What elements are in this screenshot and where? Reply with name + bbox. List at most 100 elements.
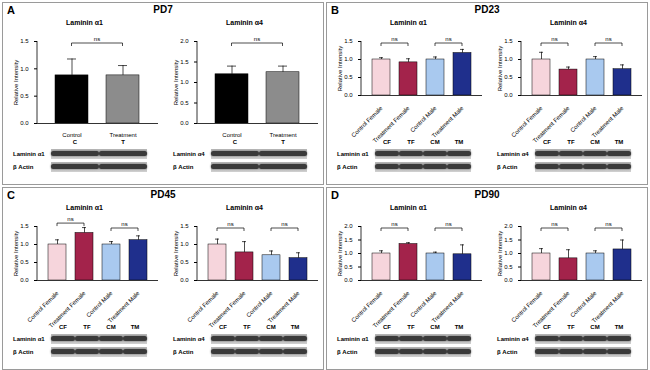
svg-text:Control Male: Control Male [245, 290, 274, 319]
svg-text:1.5: 1.5 [344, 38, 353, 44]
svg-text:1.5: 1.5 [504, 38, 513, 44]
svg-text:0.5: 0.5 [20, 93, 29, 99]
svg-text:ns: ns [281, 221, 287, 227]
svg-text:1.5: 1.5 [344, 237, 353, 243]
html-text:D: D [331, 189, 339, 201]
svg-text:1.0: 1.0 [20, 241, 29, 247]
svg-text:Relative Intensity: Relative Intensity [337, 231, 343, 277]
html-text:β Actin: β Actin [13, 163, 34, 170]
html-text:PD7: PD7 [153, 4, 173, 15]
svg-text:Treatment Female: Treatment Female [372, 290, 411, 329]
svg-text:Treatment: Treatment [269, 132, 296, 138]
svg-text:Control Male: Control Male [85, 290, 114, 319]
svg-text:Control Male: Control Male [409, 290, 438, 319]
svg-text:Relative Intensity: Relative Intensity [173, 60, 179, 106]
html-text:Laminin α4: Laminin α4 [226, 19, 263, 26]
svg-text:0.0: 0.0 [20, 120, 29, 126]
svg-text:ns: ns [391, 221, 397, 227]
svg-text:Control: Control [62, 132, 81, 138]
svg-text:1.5: 1.5 [20, 38, 29, 44]
svg-text:Control Female: Control Female [350, 290, 384, 324]
svg-text:Treatment Female: Treatment Female [372, 105, 411, 144]
svg-text:1.0: 1.0 [344, 250, 353, 256]
svg-text:2.0: 2.0 [180, 38, 189, 44]
svg-text:Treatment Female: Treatment Female [532, 105, 571, 144]
svg-text:1.0: 1.0 [504, 56, 513, 62]
html-text:β Actin: β Actin [173, 163, 194, 170]
svg-text:ns: ns [445, 221, 451, 227]
svg-text:Control Male: Control Male [569, 290, 598, 319]
svg-text:Relative Intensity: Relative Intensity [13, 60, 19, 106]
svg-text:ns: ns [605, 221, 611, 227]
svg-text:0.5: 0.5 [504, 264, 513, 270]
html-text:B: B [331, 4, 339, 16]
svg-text:Relative Intensity: Relative Intensity [13, 231, 19, 277]
svg-text:ns: ns [605, 36, 611, 42]
svg-text:Control: Control [222, 132, 241, 138]
svg-text:0.0: 0.0 [344, 92, 353, 98]
svg-text:0.0: 0.0 [20, 277, 29, 283]
html-text:C: C [7, 189, 15, 201]
svg-text:Control Male: Control Male [409, 105, 438, 134]
svg-text:1.5: 1.5 [504, 237, 513, 243]
svg-text:0.5: 0.5 [20, 259, 29, 265]
svg-text:ns: ns [445, 36, 451, 42]
svg-text:Relative Intensity: Relative Intensity [497, 46, 503, 92]
svg-text:Treatment Female: Treatment Female [48, 290, 87, 329]
html-text:PD45: PD45 [150, 189, 176, 200]
svg-text:Control Female: Control Female [26, 290, 60, 324]
svg-text:0.5: 0.5 [180, 100, 189, 106]
svg-text:Treatment Male: Treatment Male [431, 290, 465, 324]
svg-text:ns: ns [551, 221, 557, 227]
svg-text:1.0: 1.0 [180, 241, 189, 247]
svg-text:2.0: 2.0 [504, 223, 513, 229]
svg-text:ns: ns [254, 36, 260, 42]
html-text:Laminin α4: Laminin α4 [173, 150, 205, 157]
svg-text:1.5: 1.5 [180, 223, 189, 229]
svg-text:1.0: 1.0 [20, 66, 29, 72]
svg-text:0.5: 0.5 [344, 74, 353, 80]
svg-text:0.5: 0.5 [344, 264, 353, 270]
svg-text:Control Male: Control Male [569, 105, 598, 134]
svg-text:0.0: 0.0 [180, 277, 189, 283]
svg-text:0.0: 0.0 [344, 277, 353, 283]
html-text:A: A [7, 4, 15, 16]
html-text:PD23: PD23 [474, 4, 500, 15]
svg-text:2.0: 2.0 [344, 223, 353, 229]
svg-text:ns: ns [94, 36, 100, 42]
svg-text:1.0: 1.0 [504, 250, 513, 256]
svg-text:ns: ns [67, 216, 73, 222]
svg-text:Treatment Male: Treatment Male [267, 290, 301, 324]
svg-text:Control Female: Control Female [186, 290, 220, 324]
svg-text:Treatment Male: Treatment Male [431, 105, 465, 139]
svg-text:0.0: 0.0 [180, 120, 189, 126]
svg-text:Treatment Male: Treatment Male [591, 105, 625, 139]
svg-text:0.0: 0.0 [504, 277, 513, 283]
svg-text:Relative Intensity: Relative Intensity [337, 46, 343, 92]
svg-text:0.0: 0.0 [504, 92, 513, 98]
svg-text:ns: ns [551, 36, 557, 42]
svg-text:1.0: 1.0 [180, 79, 189, 85]
svg-text:ns: ns [121, 221, 127, 227]
svg-text:Relative Intensity: Relative Intensity [173, 231, 179, 277]
svg-text:Treatment Male: Treatment Male [107, 290, 141, 324]
svg-text:0.5: 0.5 [504, 74, 513, 80]
svg-text:ns: ns [227, 221, 233, 227]
html-text:Laminin α1: Laminin α1 [66, 19, 103, 26]
svg-text:Treatment: Treatment [109, 132, 136, 138]
svg-text:Control Female: Control Female [510, 105, 544, 139]
svg-text:1.5: 1.5 [180, 59, 189, 65]
svg-text:ns: ns [391, 36, 397, 42]
html-text:Laminin α1: Laminin α1 [390, 19, 427, 26]
svg-text:Treatment Male: Treatment Male [591, 290, 625, 324]
html-text:PD90: PD90 [474, 189, 500, 200]
svg-text:Treatment Female: Treatment Female [208, 290, 247, 329]
svg-text:Relative Intensity: Relative Intensity [497, 231, 503, 277]
svg-text:Control Female: Control Female [350, 105, 384, 139]
svg-text:1.5: 1.5 [20, 223, 29, 229]
html-text:Laminin α1: Laminin α1 [13, 150, 45, 157]
svg-text:1.0: 1.0 [344, 56, 353, 62]
svg-text:Control Female: Control Female [510, 290, 544, 324]
svg-text:0.5: 0.5 [180, 259, 189, 265]
svg-text:Treatment Female: Treatment Female [532, 290, 571, 329]
